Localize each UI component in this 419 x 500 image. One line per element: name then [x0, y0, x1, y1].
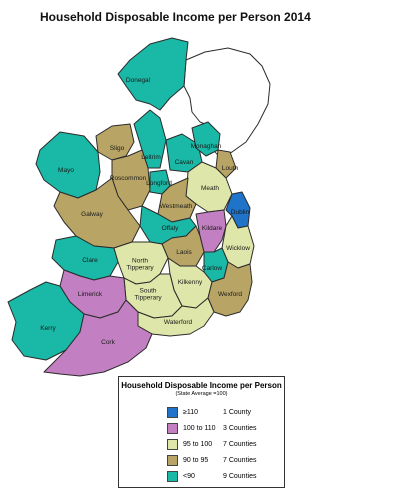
legend-swatch: [167, 423, 178, 434]
county-louth: [215, 149, 237, 179]
county-label-dublin: Dublin: [231, 209, 250, 216]
county-label-kildare: Kildare: [202, 225, 223, 232]
county-label-cavan: Cavan: [175, 159, 194, 166]
legend-swatch: [167, 455, 178, 466]
county-label-westmeath: Westmeath: [160, 203, 193, 210]
county-label-donegal: Donegal: [126, 77, 151, 84]
county-label-meath: Meath: [201, 185, 219, 192]
legend-range: 90 to 95: [183, 457, 209, 464]
county-label-laois: Laois: [176, 249, 192, 256]
county-label-monaghan: Monaghan: [191, 143, 222, 150]
legend-count: 7 Counties: [223, 441, 257, 448]
county-sligo: [95, 123, 135, 161]
county-label-north-tipperary: North Tipperary: [126, 258, 154, 272]
county-label-clare: Clare: [82, 257, 98, 264]
county-label-limerick: Limerick: [78, 291, 103, 298]
county-label-louth: Louth: [222, 165, 239, 172]
county-cork: [43, 299, 153, 377]
county-galway: [53, 177, 141, 249]
legend-swatch: [167, 407, 178, 418]
legend-count: 9 Counties: [223, 473, 257, 480]
legend-range: ≥110: [183, 409, 199, 416]
county-label-south-tipperary: South Tipperary: [134, 288, 162, 302]
county-label-kilkenny: Kilkenny: [178, 279, 203, 286]
county-label-galway: Galway: [81, 211, 103, 218]
county-label-waterford: Waterford: [164, 319, 193, 326]
legend-swatch: [167, 471, 178, 482]
county-label-longford: Longford: [146, 180, 172, 187]
legend-count: 7 Counties: [223, 457, 257, 464]
county-label-roscommon: Roscommon: [110, 175, 147, 182]
legend-count: 3 Counties: [223, 425, 257, 432]
legend-range: 100 to 110: [183, 425, 216, 432]
county-label-carlow: Carlow: [202, 265, 223, 272]
legend-range: 95 to 100: [183, 441, 213, 448]
legend-box: Household Disposable Income per Person (…: [118, 376, 285, 488]
legend-title: Household Disposable Income per Person: [121, 381, 282, 390]
legend-subtitle: (State Average =100): [175, 391, 228, 397]
northern-ireland-region: [183, 47, 271, 159]
county-label-leitrim: Leitrim: [141, 154, 161, 161]
county-label-wicklow: Wicklow: [226, 245, 250, 252]
county-label-kerry: Kerry: [40, 325, 56, 332]
county-donegal: [117, 37, 189, 111]
legend-range: <90: [183, 473, 195, 480]
legend-count: 1 County: [223, 409, 252, 416]
county-mayo: [35, 131, 101, 199]
map-title: Household Disposable Income per Person 2…: [40, 10, 311, 24]
county-label-mayo: Mayo: [58, 167, 74, 174]
county-label-wexford: Wexford: [218, 291, 242, 298]
county-label-offaly: Offaly: [162, 225, 180, 232]
county-label-cork: Cork: [101, 339, 115, 346]
legend-swatch: [167, 439, 178, 450]
county-label-sligo: Sligo: [110, 145, 125, 152]
